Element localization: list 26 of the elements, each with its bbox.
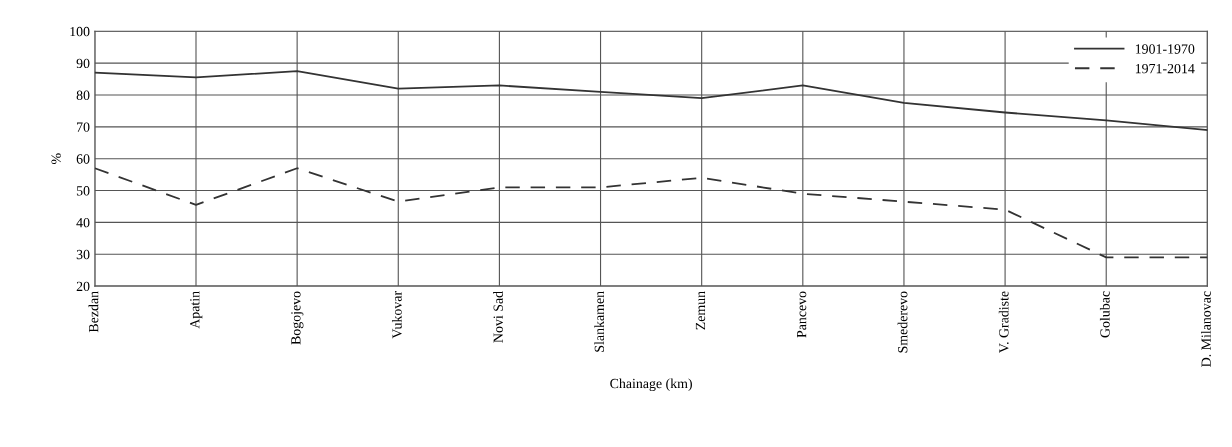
y-tick-label: 90: [76, 58, 90, 69]
x-tick-label: Vukovar: [391, 291, 402, 339]
legend-label: 1971-2014: [1135, 63, 1195, 74]
y-tick-label: 100: [70, 26, 90, 37]
x-axis-title: Chainage (km): [610, 378, 692, 392]
legend-label: 1901-1970: [1135, 44, 1195, 54]
x-tick-label: Pancevo: [797, 291, 807, 338]
y-tick-label: 50: [76, 186, 90, 196]
x-tick-label: Zemun: [695, 291, 706, 330]
y-tick-label: 30: [76, 249, 90, 260]
y-tick-label: 60: [76, 154, 90, 164]
x-tick-label: D. Milanovac: [1201, 291, 1211, 367]
x-tick-label: Novi Sad: [493, 291, 503, 343]
line-series: [94, 167, 1208, 259]
x-tick-label: Smederevo: [897, 291, 908, 353]
y-tick-label: 70: [77, 122, 90, 132]
y-axis-title: %: [51, 153, 61, 164]
x-tick-label: Apatin: [190, 291, 203, 329]
x-tick-label: Slankamen: [594, 291, 605, 352]
y-tick-label: 20: [76, 281, 90, 292]
x-tick-label: Bezdan: [88, 291, 99, 333]
x-tick-label: Bogojevo: [291, 291, 304, 345]
x-tick-label: Golubac: [1099, 291, 1110, 338]
y-tick-label: 80: [76, 90, 90, 100]
x-tick-label: V. Gradiste: [998, 291, 1009, 354]
y-tick-label: 40: [76, 217, 90, 228]
